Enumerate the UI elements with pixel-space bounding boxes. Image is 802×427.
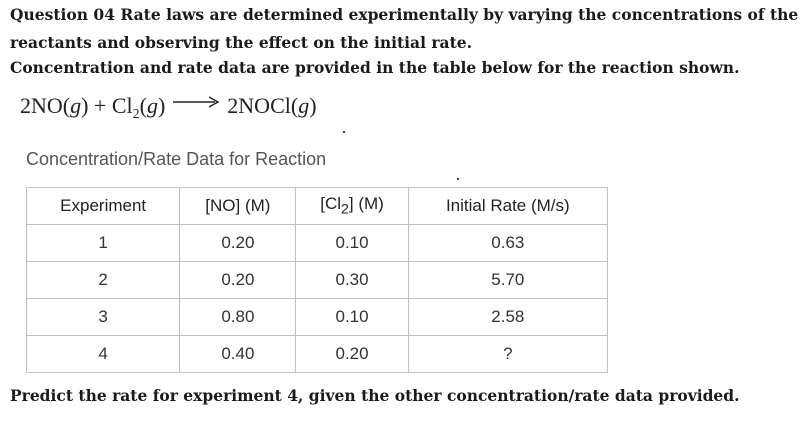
cell-no: 0.20 [179,224,297,262]
eq-right-text-2: ) [309,93,317,118]
table-row: 4 0.40 0.20 ? [25,335,609,373]
table-header-row: Experiment [NO] (M) [Cl2] (M) Initial Ra… [25,187,609,225]
cell-cl2: 0.10 [295,298,409,336]
question-line-1: Question 04 Rate laws are determined exp… [10,5,799,24]
eq-left-phase-2: g [146,93,158,118]
header-cl2-subscript: 2 [341,201,349,218]
eq-right-phase: g [298,93,310,118]
question-line-3: Concentration and rate data are provided… [10,58,740,77]
cell-experiment: 4 [25,335,181,373]
equation-right: 2NOCl(g) [227,93,316,119]
cell-rate: ? [407,335,609,373]
cell-cl2: 0.10 [295,224,409,262]
header-initial-rate: Initial Rate (M/s) [407,187,609,225]
equation-left: 2NO(g) + Cl2(g) [20,93,166,122]
eq-left-text-3: ( [139,93,147,118]
eq-right-text-1: 2NOCl( [227,93,299,118]
cell-rate: 2.58 [407,298,609,336]
eq-left-text-2: ) + Cl [81,93,133,118]
cell-no: 0.20 [179,261,297,299]
cell-rate: 5.70 [407,261,609,299]
cell-cl2: 0.20 [295,335,409,373]
cell-experiment: 3 [25,298,181,336]
cell-no: 0.80 [179,298,297,336]
header-experiment: Experiment [25,187,181,225]
concentration-rate-table: Experiment [NO] (M) [Cl2] (M) Initial Ra… [25,187,609,373]
table-row: 1 0.20 0.10 0.63 [25,224,609,262]
cell-cl2: 0.30 [295,261,409,299]
cell-rate: 0.63 [407,224,609,262]
eq-left-subscript: 2 [132,107,140,122]
cell-experiment: 1 [25,224,181,262]
stray-dot-2 [457,178,459,180]
header-cl2-text: [Cl [320,194,342,214]
reaction-arrow-icon [173,96,220,108]
eq-left-text-4: ) [157,93,166,118]
header-cl2-concentration: [Cl2] (M) [295,187,409,225]
reaction-equation: 2NO(g) + Cl2(g) 2NOCl(g) [20,93,317,122]
question-line-2: reactants and observing the effect on th… [10,33,473,52]
table-caption: Concentration/Rate Data for Reaction [26,149,327,169]
stray-dot [343,131,345,133]
cell-experiment: 2 [25,261,181,299]
header-no-concentration: [NO] (M) [179,187,297,225]
eq-left-phase-1: g [70,93,82,118]
table-row: 2 0.20 0.30 5.70 [25,261,609,299]
cell-no: 0.40 [179,335,297,373]
question-footer: Predict the rate for experiment 4, given… [10,386,740,405]
eq-left-text-1: 2NO( [20,93,71,118]
header-cl2-unit: ] (M) [348,194,384,214]
table-row: 3 0.80 0.10 2.58 [25,298,609,336]
